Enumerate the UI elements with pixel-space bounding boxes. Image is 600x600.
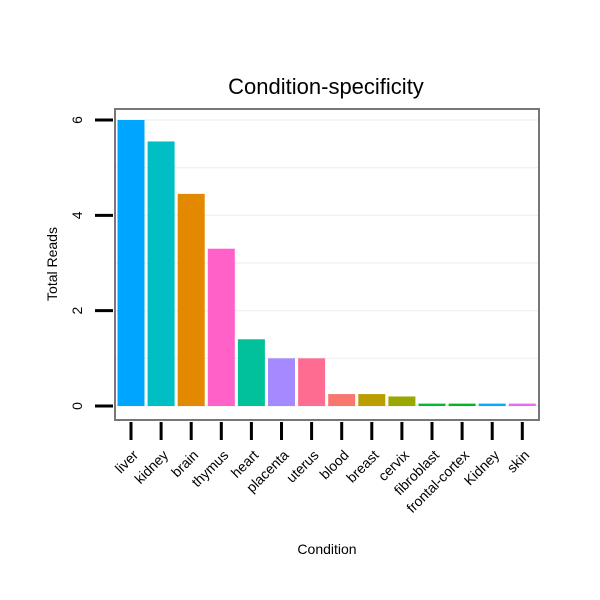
bar-kidney	[478, 403, 506, 406]
bar-blood	[328, 394, 356, 406]
bar-thymus	[207, 248, 235, 406]
y-tick-label: 0	[69, 402, 85, 410]
bar-heart	[237, 339, 265, 406]
x-axis: liverkidneybrainthymusheartplacentauteru…	[112, 422, 532, 516]
bars	[117, 120, 536, 406]
x-tick-label: skin	[503, 447, 532, 476]
plot-frame	[114, 108, 540, 421]
chart-title: Condition-specificity	[228, 74, 424, 99]
bar-liver	[117, 120, 145, 406]
y-tick-label: 6	[69, 116, 85, 124]
bar-uterus	[298, 358, 326, 406]
bar-breast	[358, 394, 386, 406]
y-tick-label: 4	[69, 211, 85, 219]
bar-frontal-cortex	[448, 403, 476, 406]
y-tick-label: 2	[69, 307, 85, 315]
x-tick-label: uterus	[283, 447, 322, 486]
bar-cervix	[388, 396, 416, 406]
y-axis-label: Total Reads	[44, 227, 60, 301]
bar-skin	[508, 403, 536, 406]
bar-fibroblast	[418, 403, 446, 406]
bar-placenta	[268, 358, 295, 406]
y-axis: 0 2 4 6	[69, 116, 113, 410]
bar-kidney	[147, 141, 175, 406]
x-tick-label: breast	[343, 447, 382, 486]
x-axis-label: Condition	[297, 541, 356, 557]
x-tick-label: kidney	[131, 447, 171, 487]
bar-brain	[177, 193, 205, 406]
